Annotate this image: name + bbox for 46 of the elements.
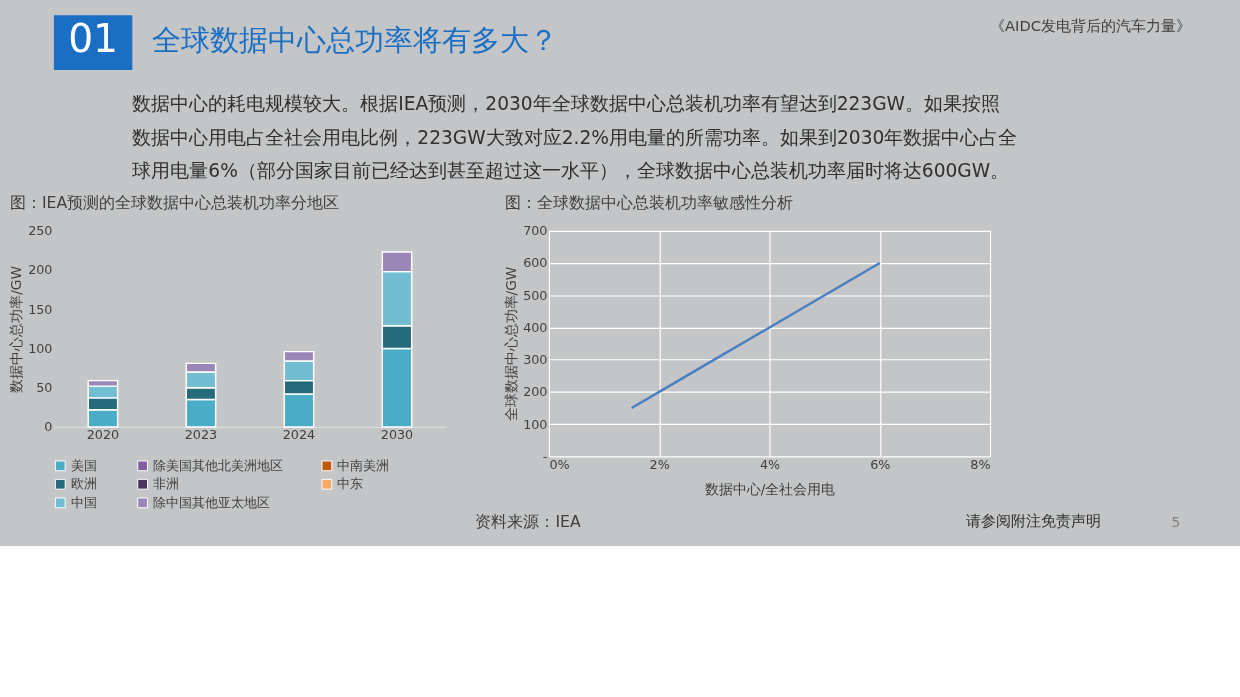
legend-label: 中南美洲 <box>337 457 390 473</box>
y-tick-label: 100 <box>28 340 53 356</box>
chart-title: 图：全球数据中心总装机功率敏感性分析 <box>505 193 794 213</box>
x-tick-label: 2020 <box>86 427 120 443</box>
text: 数据中心的耗电规模较大。根据IEA预测，2030年全球数据中心总装机功率有望达到223GW。如果按照 <box>132 93 1001 115</box>
y-tick-label: 150 <box>28 301 53 317</box>
y-tick-label: - <box>542 448 548 464</box>
y-tick-label: 250 <box>28 223 53 239</box>
y-tick-label: 200 <box>523 384 548 400</box>
y-tick-label: 400 <box>523 319 548 335</box>
line-series <box>630 261 881 410</box>
y-tick-label: 100 <box>523 416 548 432</box>
y-tick-label: 500 <box>523 287 548 303</box>
y-tick-label: 200 <box>28 262 53 278</box>
x-tick-label: 2023 <box>184 427 218 443</box>
legend-label: 中东 <box>337 476 364 492</box>
text: 01 <box>68 16 119 62</box>
y-tick-label: 50 <box>36 380 53 396</box>
x-tick-label: 2030 <box>380 427 414 443</box>
text: 请参阅附注免责声明 <box>965 511 1101 529</box>
legend-label: 欧洲 <box>70 476 97 492</box>
x-tick-label: 4% <box>759 456 781 472</box>
chart-title: 图：IEA预测的全球数据中心总装机功率分地区 <box>9 193 340 213</box>
legend-label: 中国 <box>70 494 97 510</box>
x-axis-title: 数据中心/全社会用电 <box>704 481 836 498</box>
y-tick-label: 600 <box>523 255 548 271</box>
y-axis-title: 数据中心总功率/GW <box>8 265 25 393</box>
x-tick-label: 6% <box>870 456 891 472</box>
y-tick-label: 300 <box>523 352 548 368</box>
x-tick-label: 0% <box>549 456 570 472</box>
y-tick-label: 700 <box>523 223 548 239</box>
x-tick-label: 2% <box>649 456 670 472</box>
text: 球用电量6%（部分国家目前已经达到甚至超过这一水平），全球数据中心总装机功率届时将达600GW。 <box>132 159 1010 181</box>
text: 5 <box>1171 513 1181 530</box>
y-tick-label: 0 <box>44 419 53 435</box>
text: 《AIDC发电背后的汽车力量》 <box>990 16 1191 34</box>
legend-label: 非洲 <box>152 476 179 492</box>
legend-label: 美国 <box>70 457 97 473</box>
legend-label: 除中国其他亚太地区 <box>152 494 270 510</box>
x-tick-label: 2024 <box>282 427 316 443</box>
y-axis-title: 全球数据中心总功率/GW <box>503 266 520 422</box>
text: 全球数据中心总功率将有多大？ <box>151 23 558 58</box>
text: 数据中心用电占全社会用电比例，223GW大致对应2.2%用电量的所需功率。如果到2030年数据中心占全 <box>132 126 1018 148</box>
text: 资料来源：IEA <box>475 511 581 531</box>
x-tick-label: 8% <box>970 456 991 472</box>
legend-label: 除美国其他北美洲地区 <box>152 457 283 473</box>
